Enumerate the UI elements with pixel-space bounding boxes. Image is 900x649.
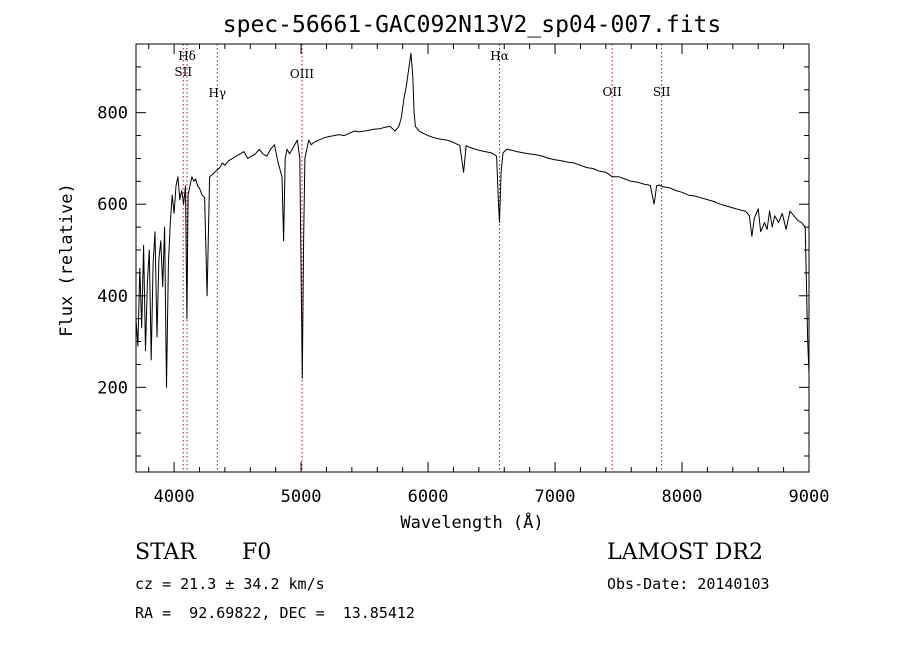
spectrum-series xyxy=(135,52,810,388)
redshift-velocity: cz = 21.3 ± 34.2 km/s xyxy=(135,575,325,593)
observation-date: Obs-Date: 20140103 xyxy=(607,575,770,593)
plot-frame xyxy=(135,43,810,473)
survey-name: LAMOST DR2 xyxy=(607,540,763,565)
chart-title: spec-56661-GAC092N13V2_sp04-007.fits xyxy=(223,12,722,38)
x-tick-label: 8000 xyxy=(662,487,703,507)
spectrum-line xyxy=(135,52,810,388)
y-tick-label: 200 xyxy=(97,378,128,398)
line-label: SII xyxy=(174,65,192,79)
object-class: STAR xyxy=(135,540,196,565)
x-tick-label: 9000 xyxy=(789,487,830,507)
line-label: OIII xyxy=(290,67,314,81)
line-label: OII xyxy=(603,85,623,99)
y-tick-label: 800 xyxy=(97,104,128,124)
line-label: SII xyxy=(653,85,671,99)
line-label: Hα xyxy=(490,49,509,63)
y-axis-label: Flux (relative) xyxy=(57,183,77,337)
y-axis-ticks: 200 400 600 800 xyxy=(97,66,809,457)
x-tick-label: 7000 xyxy=(535,487,576,507)
coordinates: RA = 92.69822, DEC = 13.85412 xyxy=(135,604,415,622)
emission-line-markers: Hδ SII Hγ OIII Hα OII SII xyxy=(174,44,671,472)
line-label: Hγ xyxy=(208,86,226,100)
x-axis-label: Wavelength (Å) xyxy=(400,511,543,533)
y-tick-label: 600 xyxy=(97,195,128,215)
x-tick-label: 6000 xyxy=(408,487,449,507)
x-tick-label: 4000 xyxy=(154,487,195,507)
line-label: Hδ xyxy=(178,49,196,63)
spectral-subclass: F0 xyxy=(242,540,272,565)
x-tick-label: 5000 xyxy=(281,487,322,507)
x-axis-ticks: 4000 5000 6000 7000 8000 9000 xyxy=(148,44,830,507)
spectrum-chart: spec-56661-GAC092N13V2_sp04-007.fits Hδ S… xyxy=(57,12,830,533)
y-tick-label: 400 xyxy=(97,287,128,307)
